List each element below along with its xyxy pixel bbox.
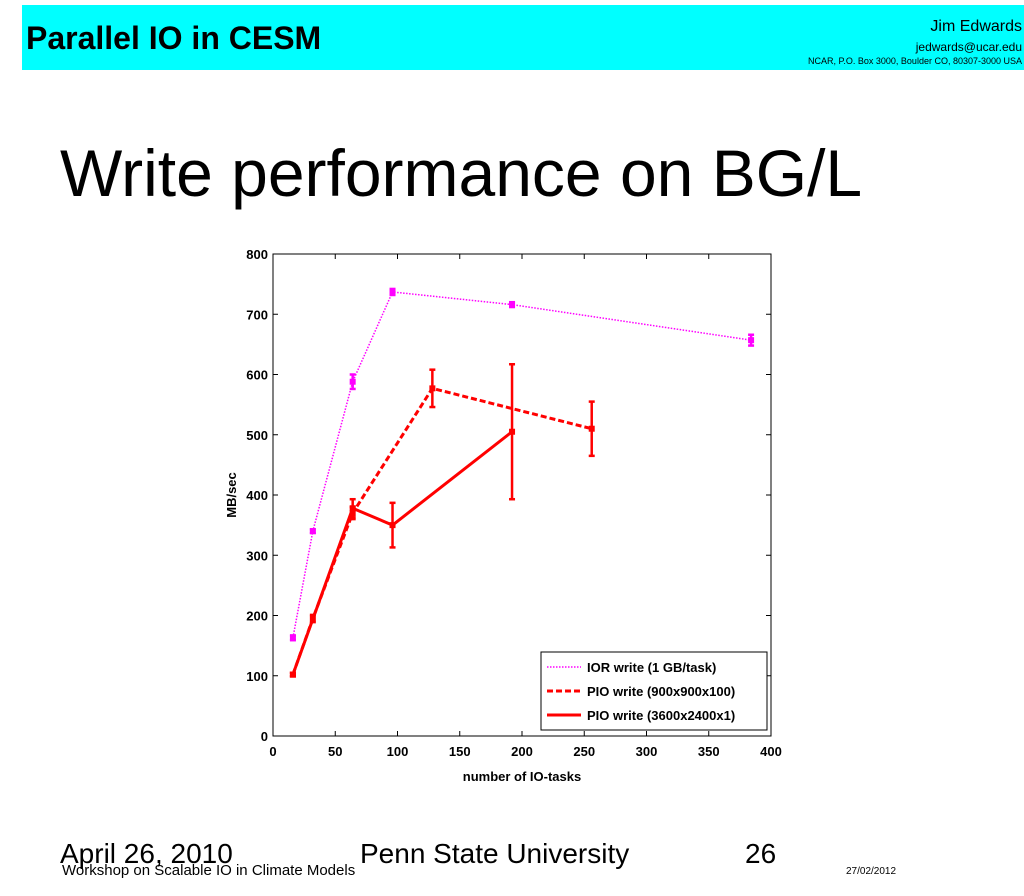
y-tick-label: 700 <box>246 307 268 322</box>
point-marker <box>509 301 516 308</box>
x-tick-label: 100 <box>387 744 409 759</box>
y-tick-label: 200 <box>246 609 268 624</box>
y-tick-label: 0 <box>261 729 268 744</box>
y-tick-label: 500 <box>246 428 268 443</box>
y-tick-label: 800 <box>246 247 268 262</box>
legend-label: PIO write (3600x2400x1) <box>587 708 735 723</box>
point-marker <box>289 634 296 641</box>
header-title: Parallel IO in CESM <box>26 20 322 56</box>
point-marker <box>349 378 356 385</box>
footer-page: 26 <box>745 838 777 869</box>
x-tick-label: 250 <box>573 744 595 759</box>
y-tick-label: 100 <box>246 669 268 684</box>
legend-label: IOR write (1 GB/task) <box>587 660 716 675</box>
author: Jim Edwards <box>930 18 1022 35</box>
series-line <box>292 291 752 638</box>
point-marker <box>389 288 396 295</box>
footer-print-date: 27/02/2012 <box>846 866 897 877</box>
header-band <box>22 5 1024 70</box>
x-axis-label: number of IO-tasks <box>463 769 581 784</box>
footer-date: April 26, 2010 <box>60 838 233 869</box>
y-axis-label: MB/sec <box>224 472 239 518</box>
point-marker <box>429 385 436 392</box>
x-tick-label: 150 <box>449 744 471 759</box>
point-marker <box>349 505 356 512</box>
footer-venue: Penn State University <box>360 838 630 869</box>
x-tick-label: 400 <box>760 744 782 759</box>
x-tick-label: 350 <box>698 744 720 759</box>
point-marker <box>588 425 595 432</box>
point-marker <box>389 522 396 529</box>
y-tick-label: 300 <box>246 548 268 563</box>
y-tick-label: 400 <box>246 488 268 503</box>
point-marker <box>509 428 516 435</box>
legend-label: PIO write (900x900x100) <box>587 684 735 699</box>
y-tick-label: 600 <box>246 368 268 383</box>
x-tick-label: 300 <box>636 744 658 759</box>
address: NCAR, P.O. Box 3000, Boulder CO, 80307-3… <box>808 56 1022 66</box>
point-marker <box>748 337 755 344</box>
x-tick-label: 200 <box>511 744 533 759</box>
email: jedwards@ucar.edu <box>915 40 1022 54</box>
series-line <box>291 430 513 676</box>
x-tick-label: 50 <box>328 744 342 759</box>
point-marker <box>309 528 316 535</box>
slide-title: Write performance on BG/L <box>60 136 863 210</box>
footer-workshop: Workshop on Scalable IO in Climate Model… <box>62 862 356 879</box>
point-marker <box>289 671 296 678</box>
x-tick-label: 0 <box>269 744 276 759</box>
